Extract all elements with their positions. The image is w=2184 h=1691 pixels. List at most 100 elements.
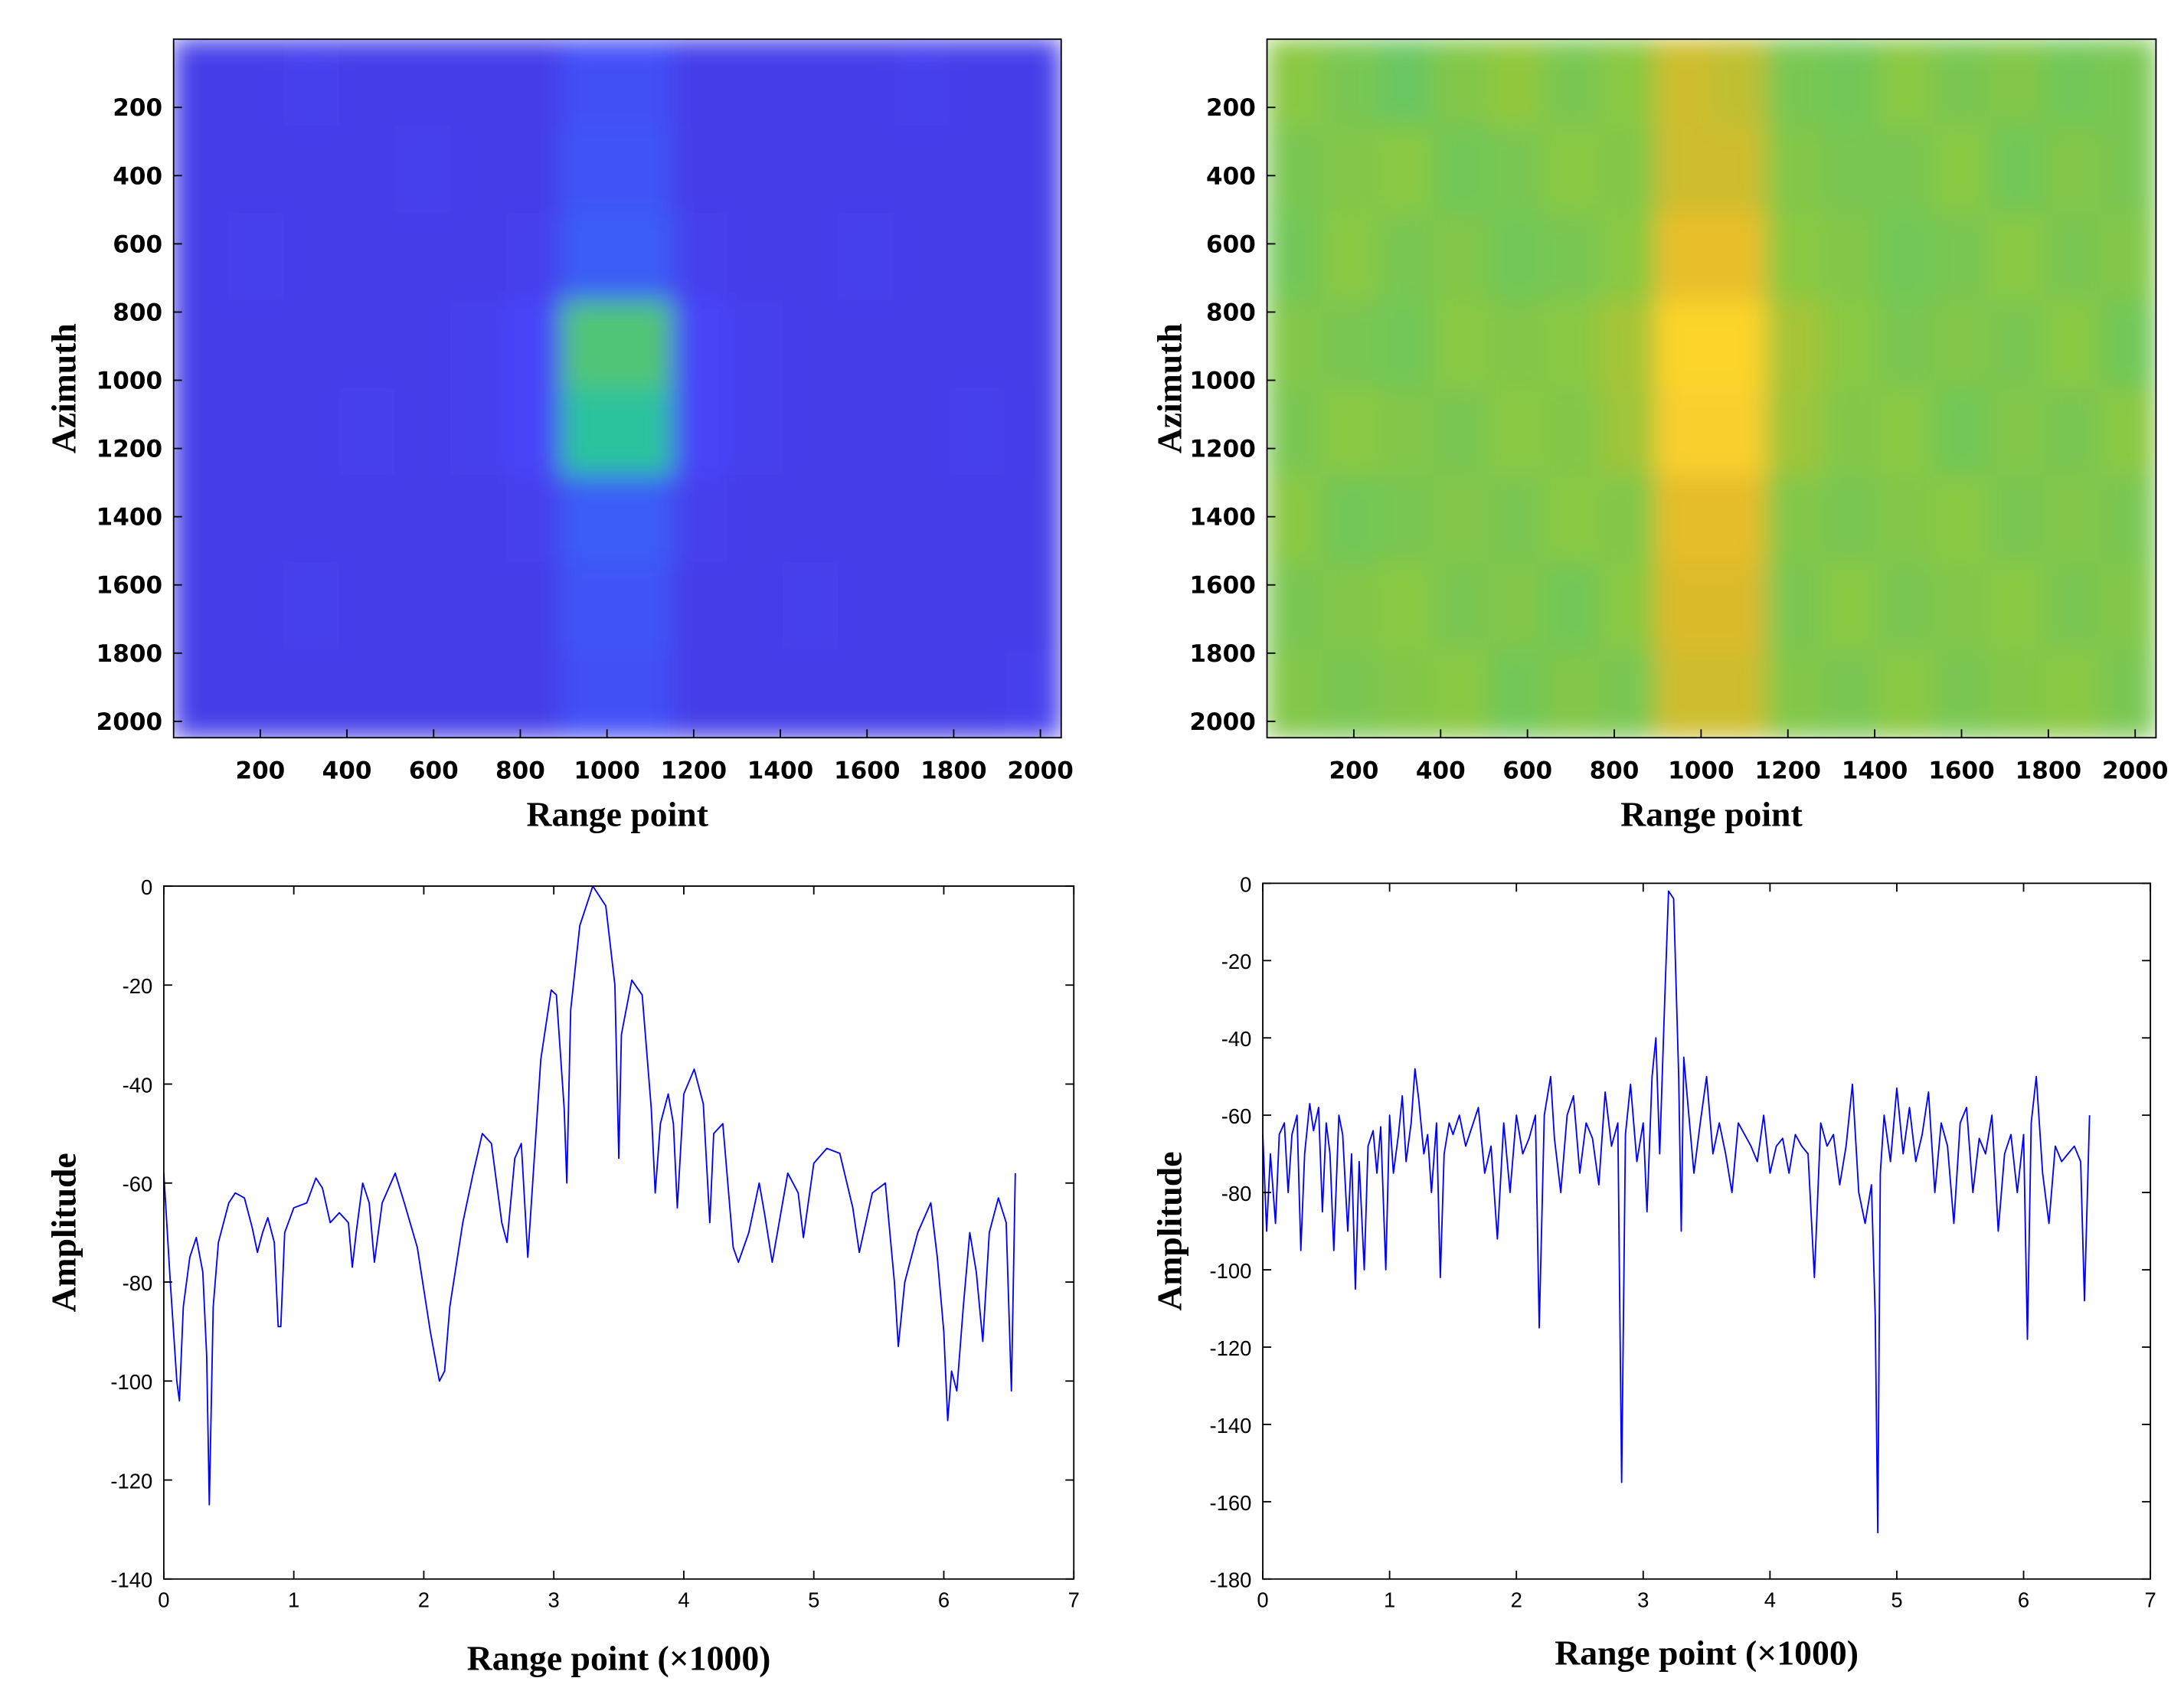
axes-box <box>162 885 1075 1580</box>
heatmap-cell <box>228 388 286 477</box>
heatmap-cell <box>949 388 1007 477</box>
heatmap-cell <box>1488 126 1546 215</box>
x-tick-label: 200 <box>235 757 285 784</box>
heatmap-cell <box>173 300 230 390</box>
x-tick-label: 1000 <box>574 757 639 784</box>
heatmap-cell <box>228 300 286 390</box>
x-tick-label: 4 <box>678 1588 689 1611</box>
heatmap-cell <box>1599 475 1657 564</box>
y-tick-label: -160 <box>1210 1491 1252 1515</box>
x-axis-label: Range point (×1000) <box>467 1639 771 1678</box>
heatmap-cell <box>894 475 951 564</box>
heatmap-cell <box>1877 126 1935 215</box>
heatmap-cell <box>2044 126 2101 215</box>
heatmap-cell <box>1544 388 1601 477</box>
heatmap-cell <box>1822 649 1879 738</box>
heatmap-cell <box>339 126 397 215</box>
heatmap-cell <box>783 213 840 303</box>
heatmap-cell <box>1544 562 1601 652</box>
heatmap-cell <box>1933 388 1990 477</box>
y-tick-label: 1800 <box>1189 640 1255 668</box>
heatmap-cell <box>1599 213 1657 303</box>
x-tick-label: 1200 <box>661 757 727 784</box>
heatmap-cell <box>839 388 896 477</box>
heatmap-cell <box>339 213 397 303</box>
x-tick-label: 1000 <box>1668 757 1734 784</box>
heatmap-cell <box>1377 649 1435 738</box>
heatmap <box>1267 39 2156 738</box>
heatmap-cell <box>727 300 785 390</box>
heatmap-cell <box>2044 562 2101 652</box>
heatmap-cell <box>394 649 452 738</box>
heatmap-cell <box>783 39 840 128</box>
heatmap-cell <box>1544 39 1601 128</box>
x-tick-label: 5 <box>1891 1588 1902 1611</box>
heatmap-cell <box>1377 300 1435 390</box>
heatmap-cell <box>616 213 674 303</box>
heatmap-cell <box>1433 562 1490 652</box>
heatmap-cell <box>561 475 619 564</box>
axes-box <box>1266 38 2157 739</box>
heatmap-cell <box>1599 126 1657 215</box>
heatmap-cell <box>561 126 619 215</box>
heatmap-cell <box>1377 213 1435 303</box>
heatmap-cell <box>1544 300 1601 390</box>
heatmap-cell <box>1933 39 1990 128</box>
heatmap-cell <box>394 475 452 564</box>
heatmap-cell <box>1433 649 1490 738</box>
heatmap-cell <box>339 388 397 477</box>
x-tick-label: 400 <box>322 757 372 784</box>
heatmap-cell <box>561 300 619 390</box>
heatmap-cell <box>1433 388 1490 477</box>
y-tick-label: 1200 <box>1189 436 1255 463</box>
heatmap-cell <box>1655 126 1712 215</box>
heatmap-cell <box>1433 213 1490 303</box>
heatmap-cell <box>1005 39 1061 128</box>
heatmap-cell <box>1877 649 1935 738</box>
heatmap-cell <box>1267 300 1323 390</box>
heatmap-cell <box>727 388 785 477</box>
heatmap-cell <box>1377 475 1435 564</box>
heatmap-cell <box>949 300 1007 390</box>
heatmap-cell <box>616 39 674 128</box>
heatmap-cell <box>783 562 840 652</box>
heatmap-cell <box>283 649 341 738</box>
heatmap-cell <box>1822 562 1879 652</box>
heatmap-cell <box>1005 126 1061 215</box>
heatmap-cell <box>505 649 563 738</box>
heatmap-cell <box>1822 213 1879 303</box>
heatmap-cell <box>450 213 508 303</box>
x-tick-label: 1400 <box>1842 757 1908 784</box>
y-tick-label: 2000 <box>1189 708 1255 736</box>
heatmap-cell <box>1766 39 1824 128</box>
heatmap-cell <box>894 562 951 652</box>
heatmap-cell <box>672 39 730 128</box>
heatmap-cell <box>228 213 286 303</box>
heatmap-cell <box>894 388 951 477</box>
heatmap-cell <box>1655 649 1712 738</box>
heatmap-cell <box>727 562 785 652</box>
x-tick-label: 2 <box>418 1588 430 1611</box>
heatmap-cell <box>1488 388 1546 477</box>
heatmap-cell <box>1599 562 1657 652</box>
heatmap-cell <box>2044 213 2101 303</box>
heatmap-cell <box>894 39 951 128</box>
y-tick-label: 1600 <box>96 572 162 600</box>
heatmap-cell <box>339 39 397 128</box>
x-tick-label: 600 <box>1502 757 1552 784</box>
y-tick-label: -80 <box>123 1271 153 1295</box>
x-tick-label: 800 <box>495 757 545 784</box>
y-tick-label: 1000 <box>96 368 162 395</box>
heatmap-cell <box>1322 475 1379 564</box>
heatmap-cell <box>672 475 730 564</box>
y-tick-label: 400 <box>1206 162 1256 190</box>
heatmap-cell <box>1711 300 1768 390</box>
heatmap-cell <box>616 126 674 215</box>
heatmap-cell <box>1711 475 1768 564</box>
heatmap-cell <box>783 649 840 738</box>
axes-box <box>1262 882 2152 1580</box>
y-tick-label: -100 <box>110 1370 152 1394</box>
heatmap-cell <box>1933 562 1990 652</box>
heatmap-cell <box>727 39 785 128</box>
heatmap-cell <box>1822 388 1879 477</box>
